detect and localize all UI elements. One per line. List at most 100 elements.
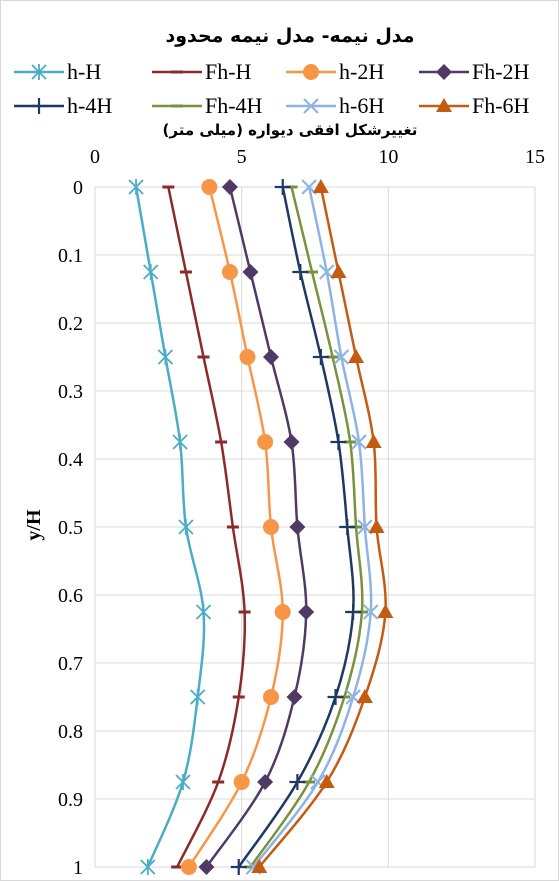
data-point <box>312 179 329 193</box>
data-point <box>157 349 174 365</box>
y-tick-label: 0.4 <box>58 449 83 471</box>
plot-series <box>128 179 394 875</box>
legend-entry-Fh-H: Fh-H <box>152 59 252 84</box>
legend-label: h-2H <box>339 59 384 84</box>
series-h-2H <box>180 179 291 875</box>
data-point <box>330 264 347 278</box>
y-tick-label: 0.7 <box>58 653 83 675</box>
y-tick-label: 0.2 <box>58 313 83 335</box>
data-point <box>263 349 279 365</box>
data-point <box>283 434 300 450</box>
data-point <box>333 349 350 365</box>
y-tick-label: 0.5 <box>58 517 83 539</box>
series-Fh-2H <box>198 179 315 875</box>
data-point <box>221 179 238 195</box>
legend-marker <box>303 98 319 114</box>
y-axis-ticks: 0 0.1 0.2 0.3 0.4 0.5 0.6 0.7 0.8 0.9 1 <box>58 177 83 879</box>
legend-marker <box>436 98 452 112</box>
series-h-H <box>128 179 212 875</box>
legend-entry-Fh-2H: Fh-2H <box>419 59 530 84</box>
data-point <box>257 774 274 790</box>
data-point <box>178 519 194 535</box>
data-point <box>327 689 344 705</box>
legend-entry-h-2H: h-2H <box>286 59 384 84</box>
data-point <box>362 604 379 620</box>
legend-marker <box>31 64 47 80</box>
data-point <box>198 859 215 875</box>
legend-label: Fh-H <box>205 59 252 84</box>
y-tick-label: 0.3 <box>58 381 83 403</box>
data-point <box>239 349 256 365</box>
data-point <box>312 349 329 365</box>
x-axis-ticks: 0 5 10 15 <box>90 146 545 168</box>
y-tick-label: 0.9 <box>58 789 83 811</box>
data-point <box>356 689 373 703</box>
data-point <box>289 519 306 535</box>
data-point <box>128 179 144 195</box>
data-point <box>274 179 291 195</box>
data-point <box>289 774 306 790</box>
data-point <box>263 519 279 535</box>
data-point <box>351 434 367 450</box>
data-point <box>286 689 303 705</box>
data-point <box>221 264 238 280</box>
x-tick-label: 0 <box>90 146 100 168</box>
x-tick-label: 15 <box>525 146 545 168</box>
legend-entry-Fh-6H: Fh-6H <box>419 93 530 118</box>
data-point <box>190 689 206 705</box>
chart-title: مدل نیمه- مدل نیمه محدود <box>165 25 414 47</box>
legend-entry-Fh-4H: Fh-4H <box>152 93 263 118</box>
data-point <box>263 689 279 705</box>
data-point <box>195 604 212 620</box>
y-tick-label: 0.6 <box>58 585 83 607</box>
legend-label: h-H <box>67 59 101 84</box>
data-point <box>140 859 156 875</box>
legend-marker <box>436 64 452 80</box>
data-point <box>257 434 274 450</box>
y-tick-label: 0 <box>73 177 83 199</box>
y-tick-label: 0.8 <box>58 721 83 743</box>
y-axis-title: y/H <box>23 509 45 541</box>
data-point <box>298 604 315 620</box>
data-point <box>339 519 356 535</box>
data-point <box>377 604 394 618</box>
legend-label: Fh-6H <box>472 93 530 118</box>
data-point <box>172 434 188 450</box>
data-point <box>230 859 247 875</box>
legend-marker <box>303 64 319 80</box>
data-point <box>365 434 382 448</box>
x-tick-label: 5 <box>237 146 247 168</box>
data-point <box>318 774 335 788</box>
data-point <box>274 604 291 620</box>
legend-label: Fh-2H <box>472 59 530 84</box>
legend-label: h-6H <box>339 93 384 118</box>
series-Fh-6H <box>251 179 394 873</box>
legend-entry-h-6H: h-6H <box>286 93 384 118</box>
x-axis-title: تغییرشکل افقی دیواره (میلی متر) <box>163 121 418 139</box>
data-point <box>201 179 218 195</box>
data-point <box>330 434 347 450</box>
series-h-4H <box>230 179 362 875</box>
data-point <box>143 264 159 280</box>
legend: h-H Fh-H h-2H Fh-2H h-4H Fh-4H h-6H Fh-6H <box>14 59 530 118</box>
data-point <box>348 349 365 363</box>
gridlines <box>94 186 536 868</box>
legend-entry-h-H: h-H <box>14 59 101 84</box>
data-point <box>368 519 385 533</box>
data-point <box>345 604 362 620</box>
data-point <box>292 264 309 280</box>
data-point <box>242 264 259 280</box>
x-tick-label: 10 <box>378 146 398 168</box>
y-tick-label: 0.1 <box>58 245 83 267</box>
legend-marker <box>31 98 47 114</box>
data-point <box>233 774 250 790</box>
data-point <box>180 859 197 875</box>
legend-label: h-4H <box>67 93 112 118</box>
legend-label: Fh-4H <box>205 93 263 118</box>
data-point <box>175 774 191 790</box>
y-tick-label: 1 <box>73 857 83 879</box>
legend-entry-h-4H: h-4H <box>14 93 112 118</box>
data-point <box>251 859 268 873</box>
